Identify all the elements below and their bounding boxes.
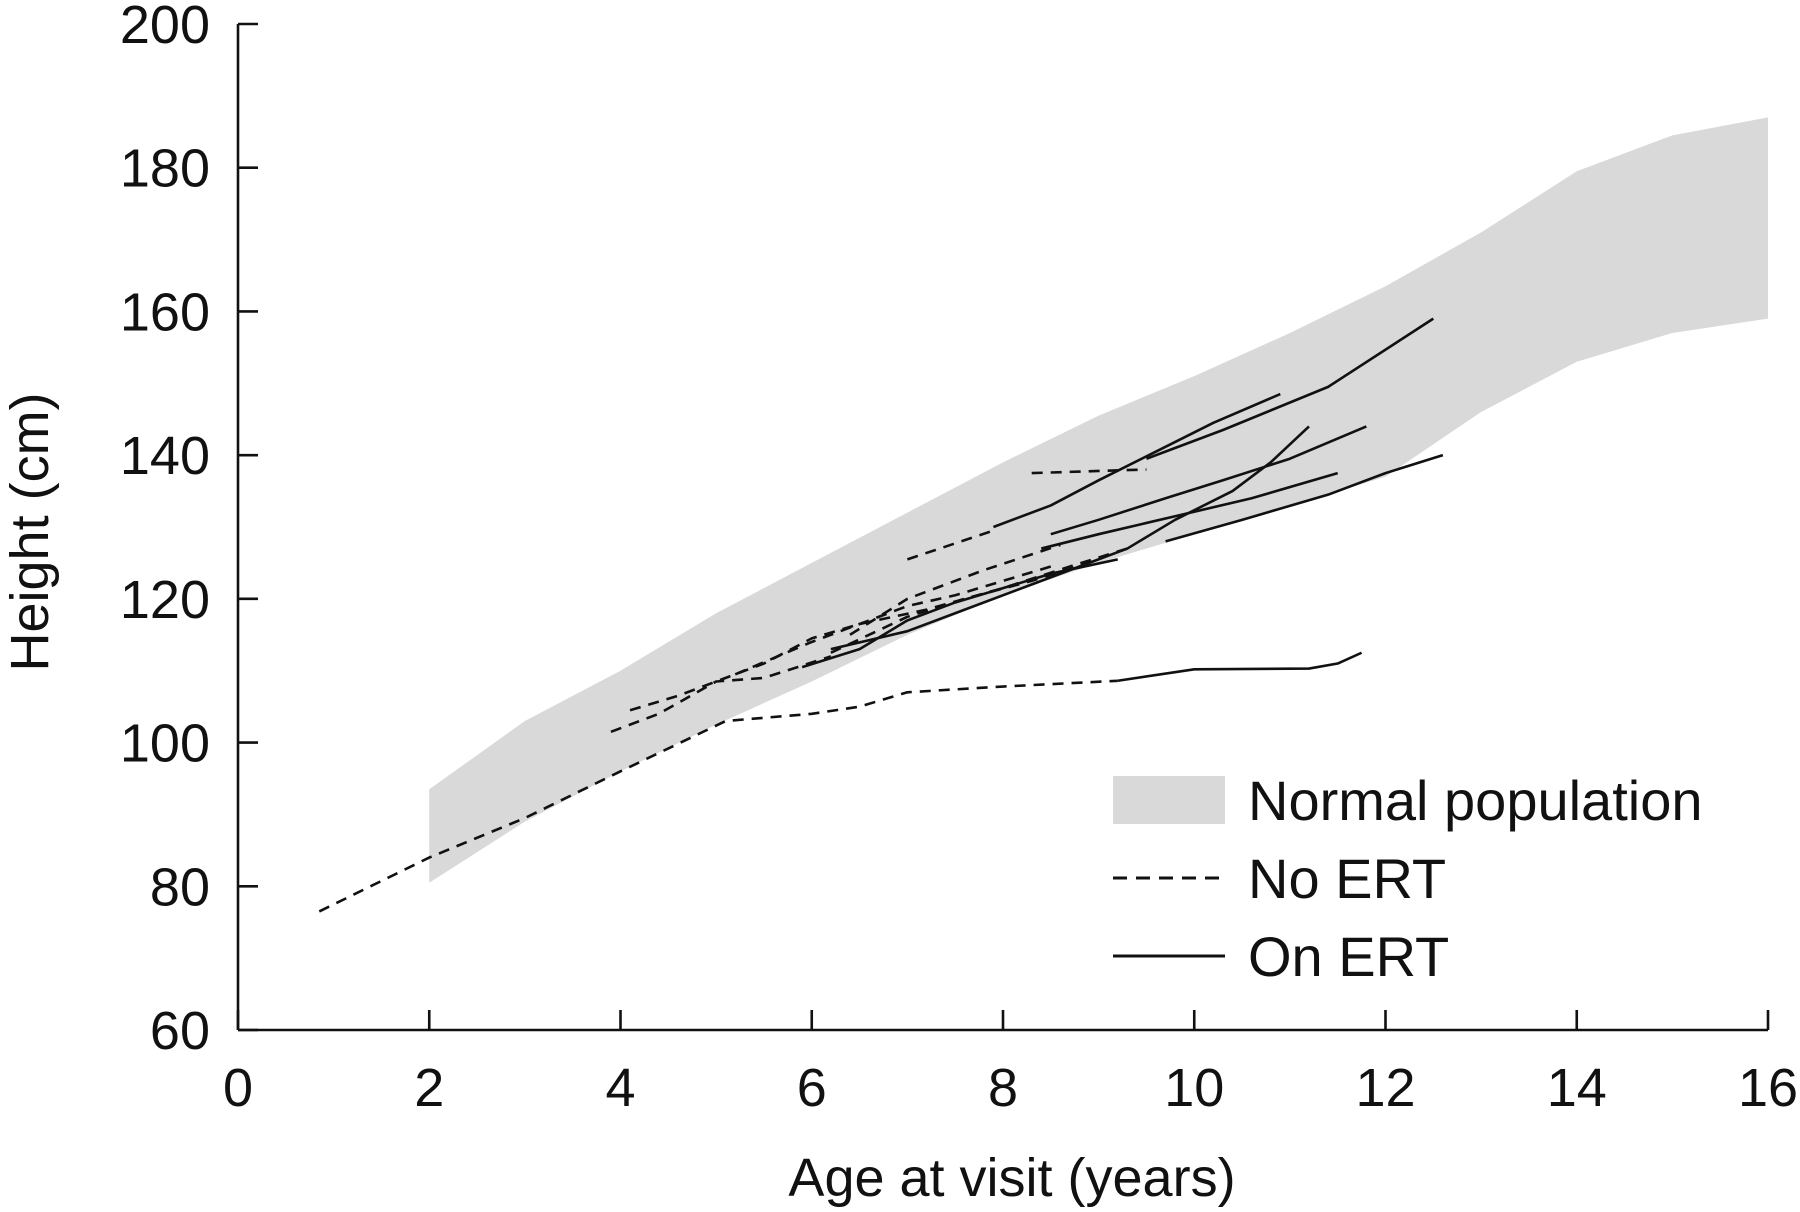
on-ert-series-line-12	[992, 392, 1281, 529]
y-tick-label: 100	[120, 714, 210, 774]
y-tick-label: 120	[120, 570, 210, 630]
legend-label-3: On ERT	[1248, 925, 1449, 988]
no-ert-series-line-3	[610, 655, 832, 734]
no-ert-series-line-5	[734, 565, 1052, 676]
on-ert-series-line-15	[1145, 317, 1435, 460]
y-axis-title: Height (cm)	[0, 392, 60, 671]
y-tick-label: 180	[120, 139, 210, 199]
x-tick-label: 10	[1164, 1058, 1224, 1118]
on-ert-series-line-11	[830, 425, 1310, 651]
x-tick-label: 0	[223, 1058, 253, 1118]
on-ert-series-line-14	[1040, 471, 1339, 550]
x-tick-label: 14	[1547, 1058, 1607, 1118]
x-tick-label: 4	[605, 1058, 635, 1118]
no-ert-series-line-8	[906, 529, 994, 561]
on-ert-series-line-16	[1165, 453, 1444, 543]
y-tick-label: 200	[120, 0, 210, 55]
legend: Normal population No ERT On ERT	[1113, 769, 1702, 988]
no-ert-series-line-1	[318, 679, 1118, 913]
legend-label-2: No ERT	[1248, 847, 1446, 910]
x-tick-label: 8	[988, 1058, 1018, 1118]
normal-population-band-layer	[429, 117, 1768, 883]
x-tick-label: 2	[414, 1058, 444, 1118]
normal-population-band	[429, 117, 1768, 883]
y-tick-label: 80	[150, 857, 210, 917]
x-tick-label: 16	[1738, 1058, 1798, 1118]
legend-label-1: Normal population	[1248, 769, 1702, 832]
y-tick-label: 60	[150, 1001, 210, 1061]
x-tick-label: 12	[1355, 1058, 1415, 1118]
legend-swatch-normal-population	[1113, 776, 1225, 824]
y-tick-label: 140	[120, 426, 210, 486]
on-ert-series-line-10	[801, 558, 1119, 669]
x-axis-title: Age at visit (years)	[788, 1148, 1235, 1208]
y-tick-label: 160	[120, 282, 210, 342]
patient-series-layer	[318, 317, 1444, 913]
axes: 0 2 4 6 8 10 12 14 16 60 80 100 120 140 160 180 200	[120, 0, 1798, 1118]
x-tick-label: 6	[797, 1058, 827, 1118]
no-ert-series-line-9	[1031, 468, 1147, 475]
on-ert-series-line-13	[1050, 425, 1367, 536]
on-ert-series-line-2	[1117, 651, 1363, 683]
